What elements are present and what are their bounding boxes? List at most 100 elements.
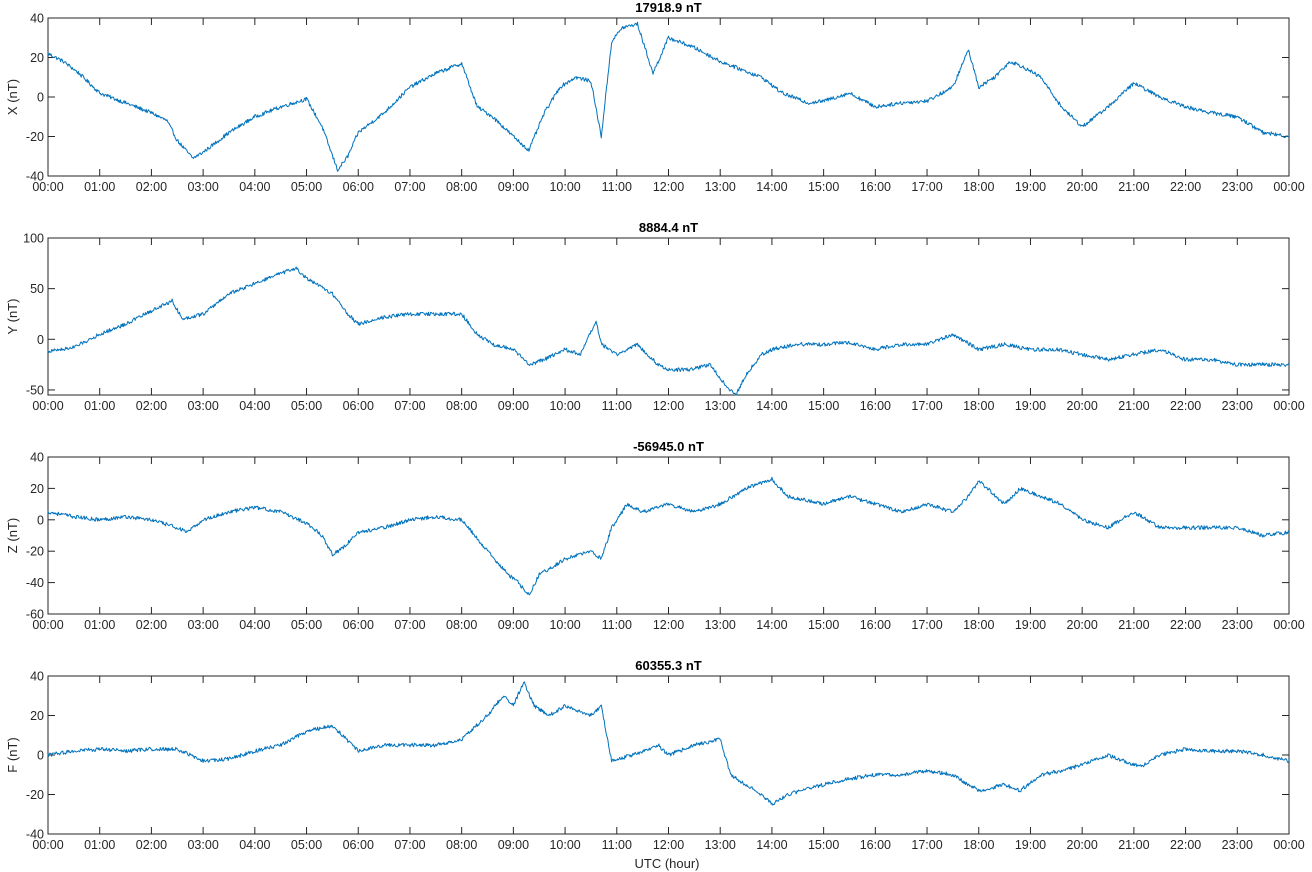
panel-3-x-tick-label: 23:00 [1222, 618, 1253, 632]
panel-2-axes-box [47, 237, 1290, 396]
panel-4-x-tick-label: 10:00 [549, 838, 580, 852]
panel-1-x-tick-label: 05:00 [291, 180, 322, 194]
panel-1-x-tick-label: 02:00 [136, 180, 167, 194]
panel-3-x-tick-label: 18:00 [963, 618, 994, 632]
panel-4-x-tick-label: 04:00 [239, 838, 270, 852]
panel-2-y-tick-label: 100 [23, 232, 44, 246]
panel-2-x-tick-label: 07:00 [394, 399, 425, 413]
panel-3-x-tick-label: 05:00 [291, 618, 322, 632]
panel-2-x-tick-label: 03:00 [187, 399, 218, 413]
panel-2-y-tick-label: 50 [30, 282, 44, 296]
panel-2-x-tick-label: 00:00 [1273, 399, 1304, 413]
panel-3-x-tick-label: 08:00 [446, 618, 477, 632]
panel-2-x-tick-label: 23:00 [1222, 399, 1253, 413]
panel-2-x-tick-label: 10:00 [549, 399, 580, 413]
panel-1-x-tick-label: 16:00 [860, 180, 891, 194]
panel-2-x-tick-label: 22:00 [1170, 399, 1201, 413]
panel-3-x-tick-label: 21:00 [1118, 618, 1149, 632]
panel-3-axes-box [47, 456, 1290, 615]
panel-1-axes-box [47, 17, 1290, 177]
panel-4-x-tick-label: 22:00 [1170, 838, 1201, 852]
panel-3-x-tick-label: 13:00 [705, 618, 736, 632]
panel-2-x-tick-label: 09:00 [498, 399, 529, 413]
panel-1-x-tick-label: 03:00 [187, 180, 218, 194]
panel-1-x-tick-label: 04:00 [239, 180, 270, 194]
panel-3-x-tick-label: 12:00 [653, 618, 684, 632]
panel-3-x-tick-label: 00:00 [32, 618, 63, 632]
panel-3-x-tick-label: 01:00 [84, 618, 115, 632]
panel-2-x-tick-label: 21:00 [1118, 399, 1149, 413]
panel-1-y-tick-label: 20 [30, 51, 44, 65]
panel-4-x-tick-label: 00:00 [32, 838, 63, 852]
panel-3-y-axis-label: Z (nT) [5, 518, 20, 553]
panel-4-x-tick-label: 06:00 [343, 838, 374, 852]
panel-4-x-tick-label: 08:00 [446, 838, 477, 852]
panel-2-x-tick-label: 06:00 [343, 399, 374, 413]
panel-4-x-tick-label: 23:00 [1222, 838, 1253, 852]
panel-1-x-tick-label: 18:00 [963, 180, 994, 194]
panel-1-x-tick-label: 17:00 [911, 180, 942, 194]
panel-1-x-tick-label: 08:00 [446, 180, 477, 194]
panel-2-x-tick-label: 11:00 [602, 399, 632, 413]
panel-4-y-axis-label: F (nT) [5, 737, 20, 772]
panel-1-x-tick-label: 09:00 [498, 180, 529, 194]
panel-1-x-tick-label: 10:00 [549, 180, 580, 194]
panel-4-x-tick-label: 17:00 [911, 838, 942, 852]
panel-4-x-tick-label: 01:00 [84, 838, 115, 852]
panel-1-x-tick-label: 12:00 [653, 180, 684, 194]
panel-3-x-tick-label: 04:00 [239, 618, 270, 632]
panel-2-x-tick-label: 16:00 [860, 399, 891, 413]
panel-3-x-tick-label: 15:00 [808, 618, 839, 632]
panel-3-y-tick-label: 40 [30, 451, 44, 465]
panel-4-x-tick-label: 16:00 [860, 838, 891, 852]
panel-1-series-line [47, 21, 1290, 172]
panel-1-x-tick-label: 23:00 [1222, 180, 1253, 194]
panel-3-title: -56945.0 nT [633, 439, 704, 454]
panel-1-x-tick-label: 00:00 [1273, 180, 1304, 194]
panel-4-y-tick-label: 40 [30, 670, 44, 684]
panel-4-x-tick-label: 19:00 [1015, 838, 1046, 852]
panel-4-axes-box [47, 675, 1290, 835]
panel-3-x-tick-label: 17:00 [911, 618, 942, 632]
panel-4-x-tick-label: 05:00 [291, 838, 322, 852]
panel-2-y-tick-label: -50 [26, 383, 44, 397]
panel-2-x-tick-label: 14:00 [756, 399, 787, 413]
panel-3-y-tick-label: 20 [30, 482, 44, 496]
panel-1-x-tick-label: 13:00 [705, 180, 736, 194]
panel-4-x-tick-label: 18:00 [963, 838, 994, 852]
panel-3-x-tick-label: 06:00 [343, 618, 374, 632]
panel-1-y-tick-label: 0 [37, 91, 44, 105]
panel-4-title: 60355.3 nT [635, 658, 702, 673]
panel-4-x-tick-label: 12:00 [653, 838, 684, 852]
panel-3-x-tick-label: 07:00 [394, 618, 425, 632]
panel-1-y-tick-label: -40 [26, 170, 44, 184]
panel-2-x-tick-label: 18:00 [963, 399, 994, 413]
panel-1-x-tick-label: 21:00 [1118, 180, 1149, 194]
panel-1-y-tick-label: 40 [30, 12, 44, 26]
panel-4-x-tick-label: 14:00 [756, 838, 787, 852]
panel-4-x-tick-label: 02:00 [136, 838, 167, 852]
panel-3-y-tick-label: -60 [26, 608, 44, 622]
panel-3-x-tick-label: 00:00 [1273, 618, 1304, 632]
panel-3-x-tick-label: 19:00 [1015, 618, 1046, 632]
panel-3-x-tick-label: 02:00 [136, 618, 167, 632]
panel-1-y-axis-label: X (nT) [5, 79, 20, 115]
panel-3-x-tick-label: 20:00 [1067, 618, 1098, 632]
panel-2-x-tick-label: 19:00 [1015, 399, 1046, 413]
panel-2-x-tick-label: 15:00 [808, 399, 839, 413]
panel-1-x-tick-label: 22:00 [1170, 180, 1201, 194]
panel-4-x-tick-label: 09:00 [498, 838, 529, 852]
panel-4-x-tick-label: 21:00 [1118, 838, 1149, 852]
panel-4-series-line [47, 681, 1290, 806]
panel-1-x-tick-label: 19:00 [1015, 180, 1046, 194]
panel-2-x-tick-label: 00:00 [32, 399, 63, 413]
panel-4-x-tick-label: 00:00 [1273, 838, 1304, 852]
panel-3-x-tick-label: 22:00 [1170, 618, 1201, 632]
panel-1-x-tick-label: 00:00 [32, 180, 63, 194]
panel-4-x-tick-label: 03:00 [187, 838, 218, 852]
panel-2-x-tick-label: 01:00 [84, 399, 115, 413]
panel-2-x-tick-label: 04:00 [239, 399, 270, 413]
panel-3-x-tick-label: 16:00 [860, 618, 891, 632]
panel-3-x-tick-label: 10:00 [549, 618, 580, 632]
